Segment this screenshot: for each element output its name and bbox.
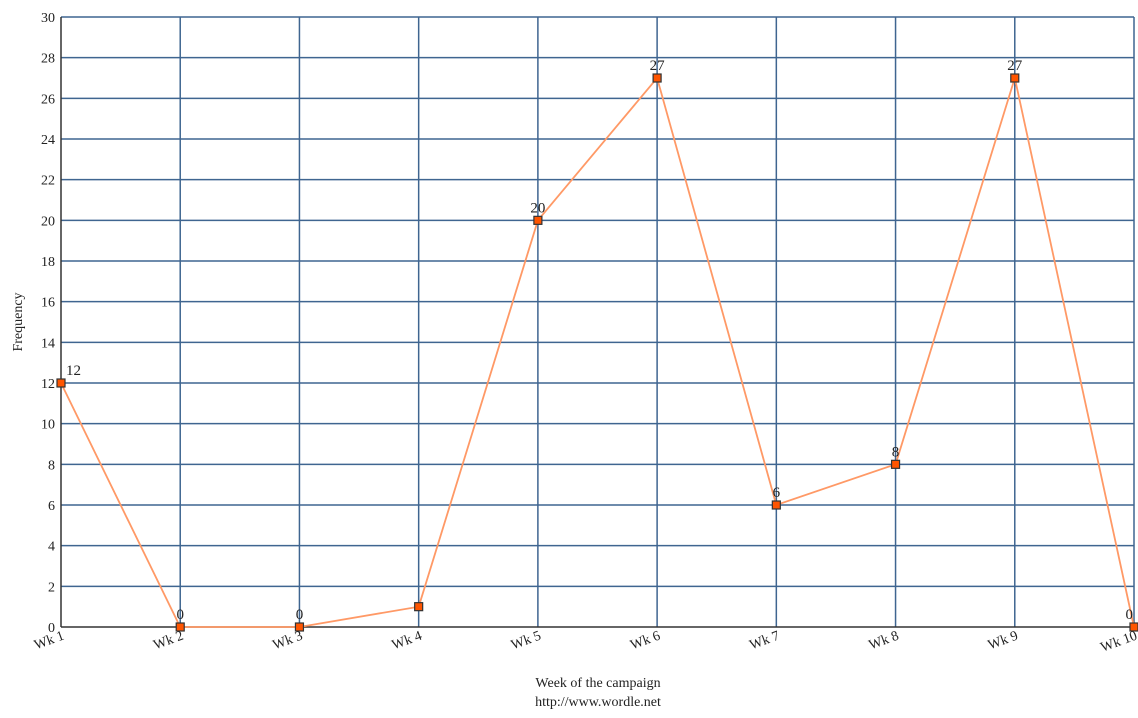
data-point bbox=[533, 215, 543, 225]
y-tick-label: 4 bbox=[48, 540, 55, 555]
y-tick-label: 28 bbox=[41, 52, 55, 67]
x-tick-label: Wk 6 bbox=[628, 629, 662, 654]
data-label: 6 bbox=[773, 485, 781, 501]
data-label: 27 bbox=[1007, 58, 1023, 74]
axes bbox=[60, 17, 1134, 628]
data-point bbox=[1129, 622, 1138, 632]
y-tick-label: 2 bbox=[48, 580, 55, 595]
y-tick-label: 12 bbox=[41, 377, 55, 392]
y-tick-label: 16 bbox=[41, 296, 55, 311]
x-axis-label: Week of the campaign bbox=[535, 676, 660, 691]
x-tick-label: Wk 3 bbox=[271, 629, 305, 654]
data-point bbox=[652, 73, 662, 83]
series-line bbox=[60, 74, 1135, 628]
x-tick-label: Wk 7 bbox=[748, 629, 782, 654]
data-label: 27 bbox=[650, 58, 666, 74]
series-frequency bbox=[60, 74, 1135, 628]
x-tick-label: Wk 2 bbox=[152, 629, 186, 654]
data-label: 20 bbox=[530, 200, 545, 216]
grid bbox=[61, 16, 1135, 627]
x-tick-label: Wk 5 bbox=[509, 629, 543, 654]
y-tick-label: 26 bbox=[41, 92, 55, 107]
data-label: 8 bbox=[892, 444, 900, 460]
data-point bbox=[1010, 73, 1020, 83]
data-point bbox=[56, 378, 66, 388]
y-tick-label: 22 bbox=[41, 174, 55, 189]
y-tick-label: 24 bbox=[41, 133, 55, 148]
y-tick-label: 0 bbox=[48, 621, 55, 636]
x-tick-label: Wk 9 bbox=[986, 629, 1020, 654]
y-tick-label: 8 bbox=[48, 458, 55, 473]
data-point bbox=[175, 622, 185, 632]
data-label: 0 bbox=[296, 607, 304, 623]
y-tick-label: 30 bbox=[41, 11, 55, 26]
data-label: 12 bbox=[66, 363, 81, 379]
x-tick-label: Wk 8 bbox=[867, 629, 901, 654]
y-tick-label: 10 bbox=[41, 418, 55, 433]
y-tick-label: 18 bbox=[41, 255, 55, 270]
x-tick-labels: Wk 1 Wk 2 Wk 3 Wk 4 Wk 5 Wk 6 Wk 7 Wk 8 Wk 9 Wk 1… bbox=[32, 629, 1138, 656]
data-point bbox=[890, 459, 901, 469]
data-point bbox=[414, 602, 424, 612]
y-tick-label: 6 bbox=[48, 499, 55, 514]
data-labels: 12 0 0 20 27 6 8 27 0 bbox=[66, 58, 1133, 623]
y-tick-label: 14 bbox=[41, 336, 55, 351]
x-tick-label: Wk 1 bbox=[32, 629, 66, 654]
data-label: 0 bbox=[176, 607, 184, 623]
footer-url: http://www.wordle.net bbox=[535, 695, 661, 710]
x-tick-label: Wk 10 bbox=[1099, 629, 1138, 656]
data-markers bbox=[56, 73, 1138, 632]
y-axis-label: Frequency bbox=[11, 292, 26, 351]
data-point bbox=[294, 622, 305, 632]
data-point bbox=[771, 500, 781, 510]
x-tick-label: Wk 4 bbox=[390, 629, 424, 654]
data-label: 0 bbox=[1126, 607, 1134, 623]
y-tick-label: 20 bbox=[41, 214, 55, 229]
